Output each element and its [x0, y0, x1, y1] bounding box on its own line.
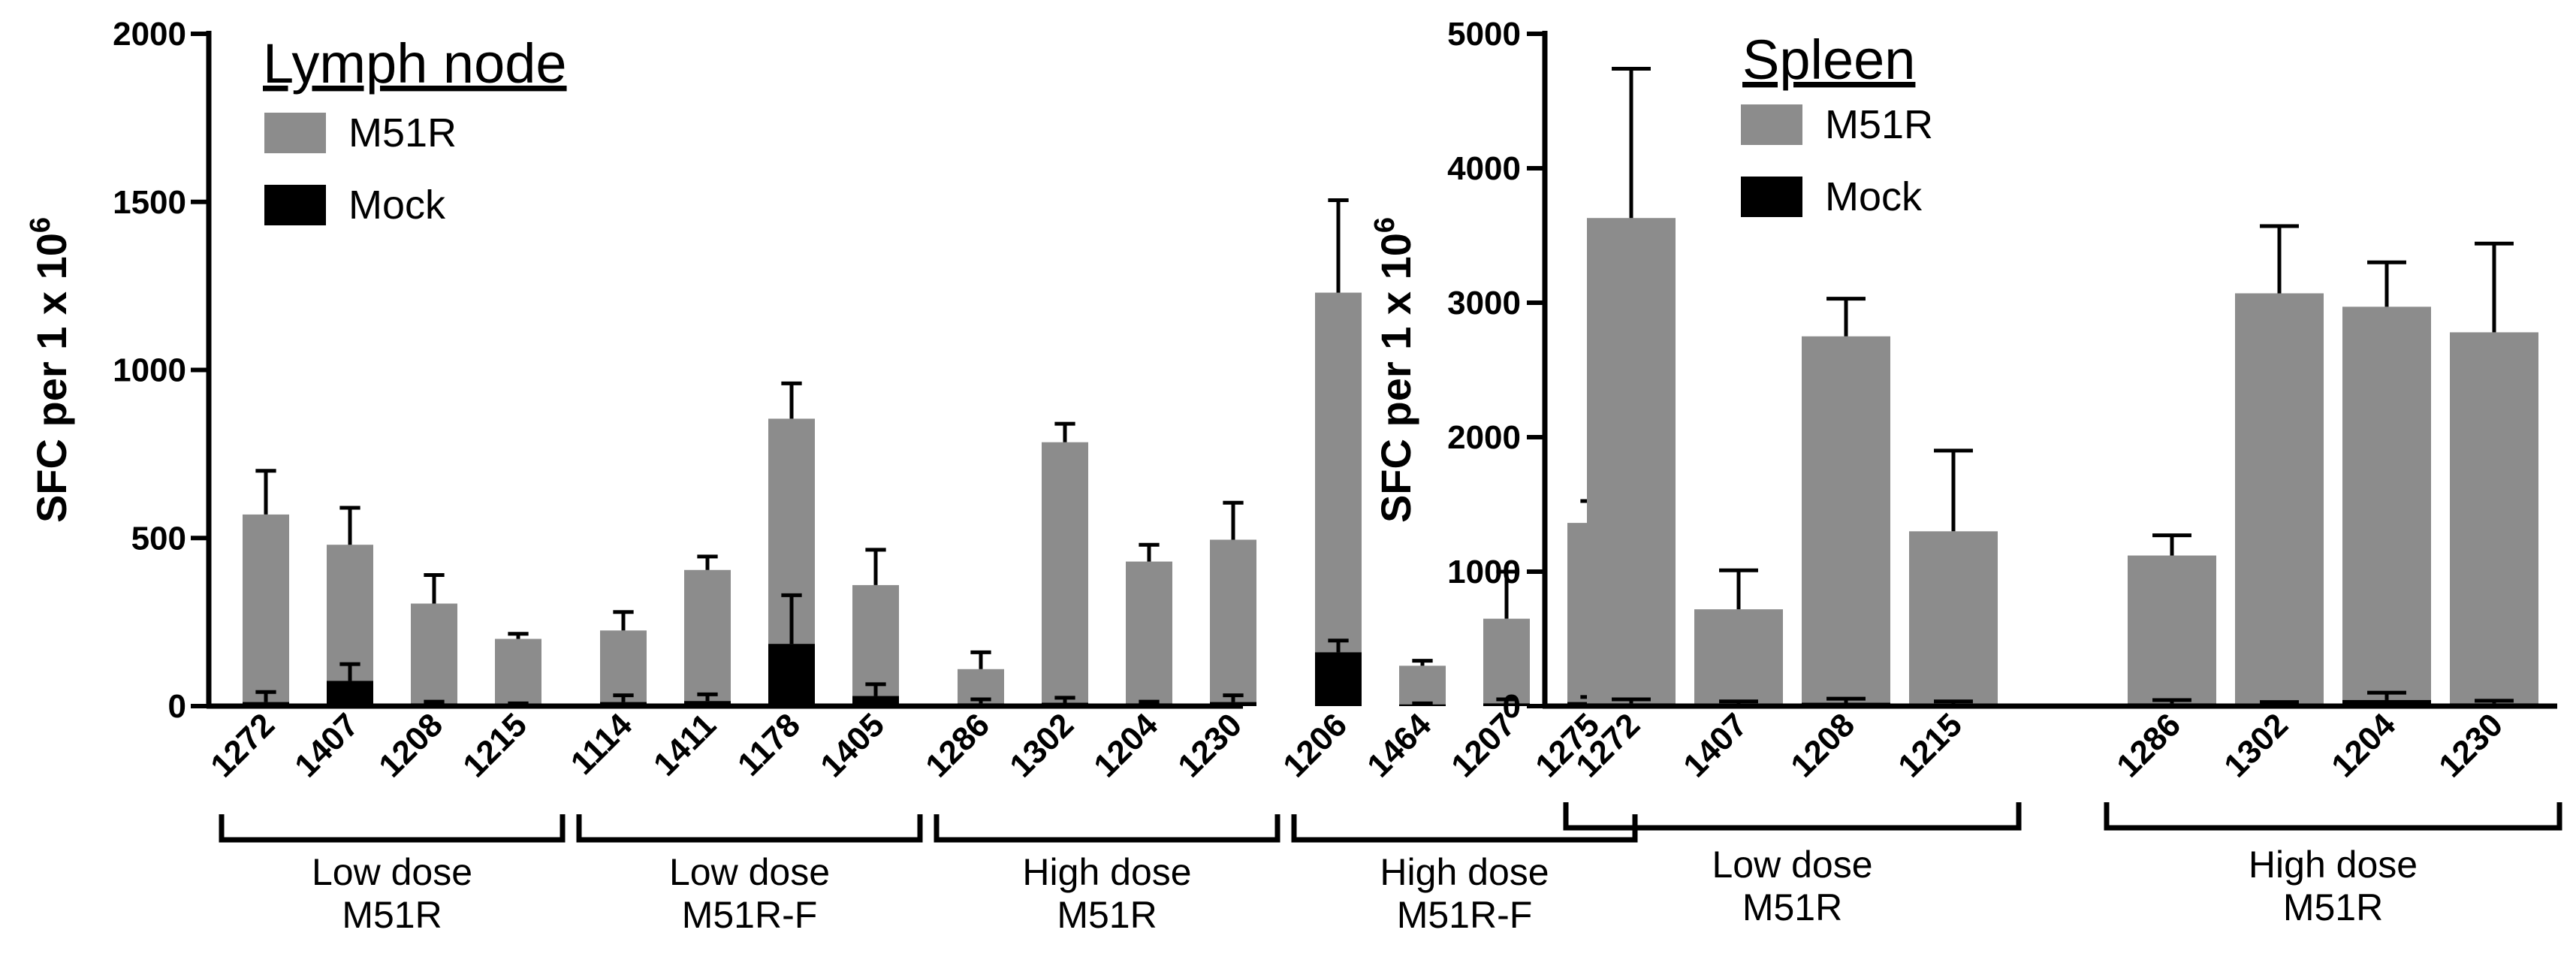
bar-m51r [1210, 539, 1256, 706]
legend-swatch-mock [1741, 177, 1802, 217]
bar-m51r [684, 569, 731, 706]
group-label-line2: M51R [342, 894, 442, 936]
y-tick-label: 500 [131, 520, 186, 557]
x-tick-label: 1407 [1676, 706, 1754, 784]
group-bracket [219, 814, 566, 843]
bar-m51r [2342, 306, 2431, 706]
y-tick-label: 2000 [113, 16, 186, 53]
chart-title: Spleen [1742, 29, 1915, 91]
x-tick-label: 1302 [2217, 706, 2295, 784]
x-tick-label: 1204 [1087, 706, 1165, 784]
bar-m51r [2128, 555, 2216, 706]
x-tick-label: 1464 [1360, 706, 1438, 784]
x-tick-label: 1114 [564, 706, 640, 782]
bar-m51r [411, 603, 457, 706]
bar-m51r [1587, 218, 1676, 707]
x-tick-label: 1178 [731, 706, 807, 783]
legend-swatch-mock [264, 185, 326, 225]
x-tick-label: 1407 [288, 706, 366, 784]
bar-mock [1483, 703, 1530, 706]
y-axis-label-superscript: 6 [1369, 217, 1401, 233]
x-tick-label: 1208 [372, 706, 450, 784]
legend-label: Mock [1825, 174, 1923, 219]
legend-swatch-m51r [264, 113, 326, 153]
group-label-line2: M51R-F [682, 894, 818, 936]
x-tick-label: 1286 [2110, 706, 2188, 784]
y-tick-label: 0 [1503, 688, 1521, 725]
bar-m51r [243, 514, 289, 706]
group-label-line1: High dose [1022, 851, 1191, 893]
x-tick-label: 1230 [2432, 706, 2510, 784]
group-label-line2: M51R-F [1397, 894, 1533, 936]
y-tick-label: 1000 [1447, 554, 1521, 590]
x-tick-label: 1204 [2324, 706, 2403, 784]
y-tick-label: 1000 [113, 352, 186, 389]
bar-m51r [1483, 618, 1530, 706]
chart-spleen: Spleen M51R Mock SFC per 1 x 106 0 1000 2000 30… [1369, 16, 2562, 928]
legend-label: Mock [348, 183, 446, 228]
group-label-line1: Low dose [312, 851, 472, 893]
group-label-line2: M51R [1057, 894, 1157, 936]
x-tick-label: 1208 [1784, 706, 1862, 784]
bar-m51r [1909, 531, 1998, 706]
y-tick-label: 2000 [1447, 419, 1521, 456]
group-label-line1: High dose [2249, 844, 2418, 886]
y-axis-label-text: SFC per 1 x 10 [28, 233, 75, 523]
x-tick-label: 1215 [1891, 706, 1969, 784]
group-label-line2: M51R [2283, 886, 2383, 928]
y-tick-label: 5000 [1447, 16, 1521, 53]
y-axis-label-text: SFC per 1 x 10 [1372, 233, 1419, 523]
legend-label: M51R [348, 110, 457, 155]
y-tick-label: 4000 [1447, 150, 1521, 187]
y-axis-label: SFC per 1 x 106 [1369, 217, 1419, 523]
group-label-line1: Low dose [669, 851, 830, 893]
group-bracket [934, 814, 1280, 843]
x-tick-label: 1206 [1276, 706, 1354, 784]
bar-mock [327, 681, 373, 706]
x-tick-label: 1230 [1171, 706, 1249, 784]
bar-mock [768, 644, 815, 706]
group-label-line2: M51R [1742, 886, 1842, 928]
y-tick-label: 1500 [113, 184, 186, 221]
group-label-line1: High dose [1380, 851, 1549, 893]
bar-m51r [2235, 293, 2324, 707]
bar-mock [2342, 699, 2431, 706]
x-tick-label: 1215 [456, 706, 534, 784]
bar-m51r [1315, 292, 1362, 706]
legend-swatch-m51r [1741, 104, 1802, 145]
bar-m51r [1802, 336, 1890, 706]
group-label-line1: Low dose [1712, 844, 1872, 886]
y-tick-label: 3000 [1447, 285, 1521, 322]
bar-m51r [495, 638, 541, 706]
x-tick-label: 1405 [813, 706, 891, 784]
x-tick-label: 1411 [647, 706, 723, 783]
group-bracket [2104, 802, 2562, 831]
bar-m51r [1694, 609, 1783, 706]
legend-label: M51R [1825, 102, 1933, 147]
x-tick-label: 1272 [204, 706, 282, 784]
bar-m51r [2450, 332, 2538, 706]
group-bracket [1563, 802, 2022, 831]
bar-mock [1315, 652, 1362, 706]
y-axis-label-superscript: 6 [25, 217, 56, 233]
bar-m51r [1399, 666, 1446, 706]
y-tick-label: 0 [168, 688, 186, 725]
group-bracket [576, 814, 923, 843]
chart-title: Lymph node [263, 32, 567, 95]
bar-m51r [1042, 442, 1088, 706]
x-tick-label: 1286 [918, 706, 997, 784]
bar-m51r [1126, 561, 1172, 706]
x-tick-label: 1302 [1003, 706, 1081, 784]
y-axis-label: SFC per 1 x 106 [25, 217, 75, 523]
